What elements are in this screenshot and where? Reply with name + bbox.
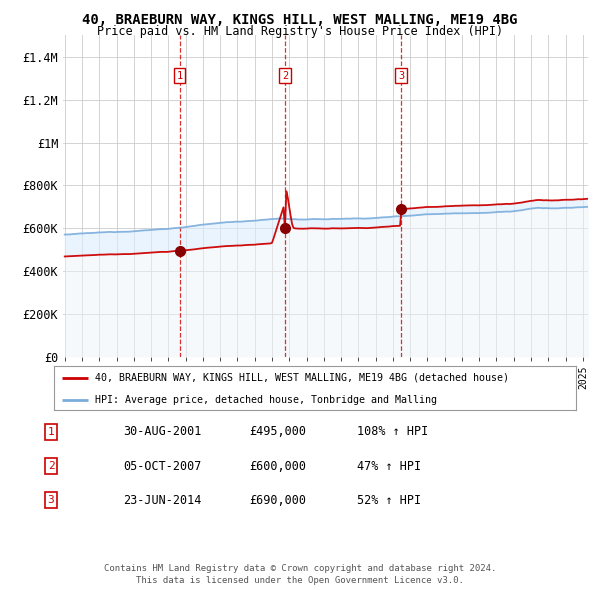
Text: 05-OCT-2007: 05-OCT-2007: [123, 460, 202, 473]
Text: Contains HM Land Registry data © Crown copyright and database right 2024.
This d: Contains HM Land Registry data © Crown c…: [104, 564, 496, 585]
Text: 2: 2: [47, 461, 55, 471]
Text: £495,000: £495,000: [249, 425, 306, 438]
Text: HPI: Average price, detached house, Tonbridge and Malling: HPI: Average price, detached house, Tonb…: [95, 395, 437, 405]
Text: £690,000: £690,000: [249, 494, 306, 507]
Text: 40, BRAEBURN WAY, KINGS HILL, WEST MALLING, ME19 4BG (detached house): 40, BRAEBURN WAY, KINGS HILL, WEST MALLI…: [95, 373, 509, 383]
Text: 52% ↑ HPI: 52% ↑ HPI: [357, 494, 421, 507]
Text: 108% ↑ HPI: 108% ↑ HPI: [357, 425, 428, 438]
Text: 3: 3: [47, 496, 55, 505]
Text: 23-JUN-2014: 23-JUN-2014: [123, 494, 202, 507]
Text: 47% ↑ HPI: 47% ↑ HPI: [357, 460, 421, 473]
Text: 1: 1: [47, 427, 55, 437]
Text: 2: 2: [282, 71, 288, 81]
Text: 1: 1: [176, 71, 183, 81]
Text: 3: 3: [398, 71, 404, 81]
Text: £600,000: £600,000: [249, 460, 306, 473]
Text: 40, BRAEBURN WAY, KINGS HILL, WEST MALLING, ME19 4BG: 40, BRAEBURN WAY, KINGS HILL, WEST MALLI…: [82, 13, 518, 27]
Text: 30-AUG-2001: 30-AUG-2001: [123, 425, 202, 438]
Text: Price paid vs. HM Land Registry's House Price Index (HPI): Price paid vs. HM Land Registry's House …: [97, 25, 503, 38]
